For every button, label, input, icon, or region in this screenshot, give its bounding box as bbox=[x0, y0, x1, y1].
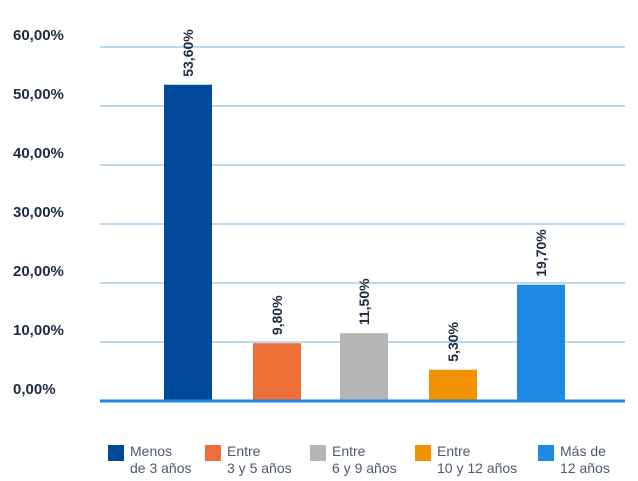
legend-item: Entre 10 y 12 años bbox=[415, 443, 517, 477]
data-label: 5,30% bbox=[445, 321, 461, 361]
legend: Menos de 3 años Entre 3 y 5 años Entre 6 y… bbox=[108, 443, 634, 481]
legend-label: Entre 6 y 9 años bbox=[332, 443, 397, 476]
legend-item: Entre 3 y 5 años bbox=[205, 443, 292, 477]
bar-chart: 0,00% 10,00% 20,00% 30,00% 40,00% 50,00% 60,00… bbox=[13, 27, 625, 403]
y-tick-label: 60,00% bbox=[13, 27, 64, 44]
legend-swatch bbox=[205, 445, 221, 461]
legend-swatch bbox=[538, 445, 554, 461]
y-tick-label: 0,00% bbox=[13, 381, 56, 398]
data-label: 19,70% bbox=[533, 229, 549, 277]
bar bbox=[429, 369, 477, 401]
legend-label: Entre 10 y 12 años bbox=[437, 443, 518, 476]
legend-item: Más de 12 años bbox=[538, 443, 610, 477]
y-tick-label: 30,00% bbox=[13, 204, 64, 221]
bar bbox=[340, 333, 388, 401]
legend-swatch bbox=[310, 445, 326, 461]
bar bbox=[164, 84, 212, 401]
legend-label: Entre 3 y 5 años bbox=[227, 443, 292, 476]
data-label: 9,80% bbox=[269, 295, 285, 335]
legend-item: Entre 6 y 9 años bbox=[310, 443, 397, 477]
data-label: 53,60% bbox=[180, 29, 196, 77]
y-tick-label: 50,00% bbox=[13, 86, 64, 103]
bar bbox=[253, 343, 301, 401]
y-tick-label: 10,00% bbox=[13, 322, 64, 339]
legend-swatch bbox=[415, 445, 431, 461]
y-tick-label: 40,00% bbox=[13, 145, 64, 162]
legend-swatch bbox=[108, 445, 124, 461]
legend-label: Menos de 3 años bbox=[130, 443, 192, 476]
bar bbox=[517, 284, 565, 401]
legend-label: Más de 12 años bbox=[560, 443, 610, 476]
y-tick-label: 20,00% bbox=[13, 263, 64, 280]
legend-item: Menos de 3 años bbox=[108, 443, 192, 477]
data-label: 11,50% bbox=[356, 278, 372, 325]
